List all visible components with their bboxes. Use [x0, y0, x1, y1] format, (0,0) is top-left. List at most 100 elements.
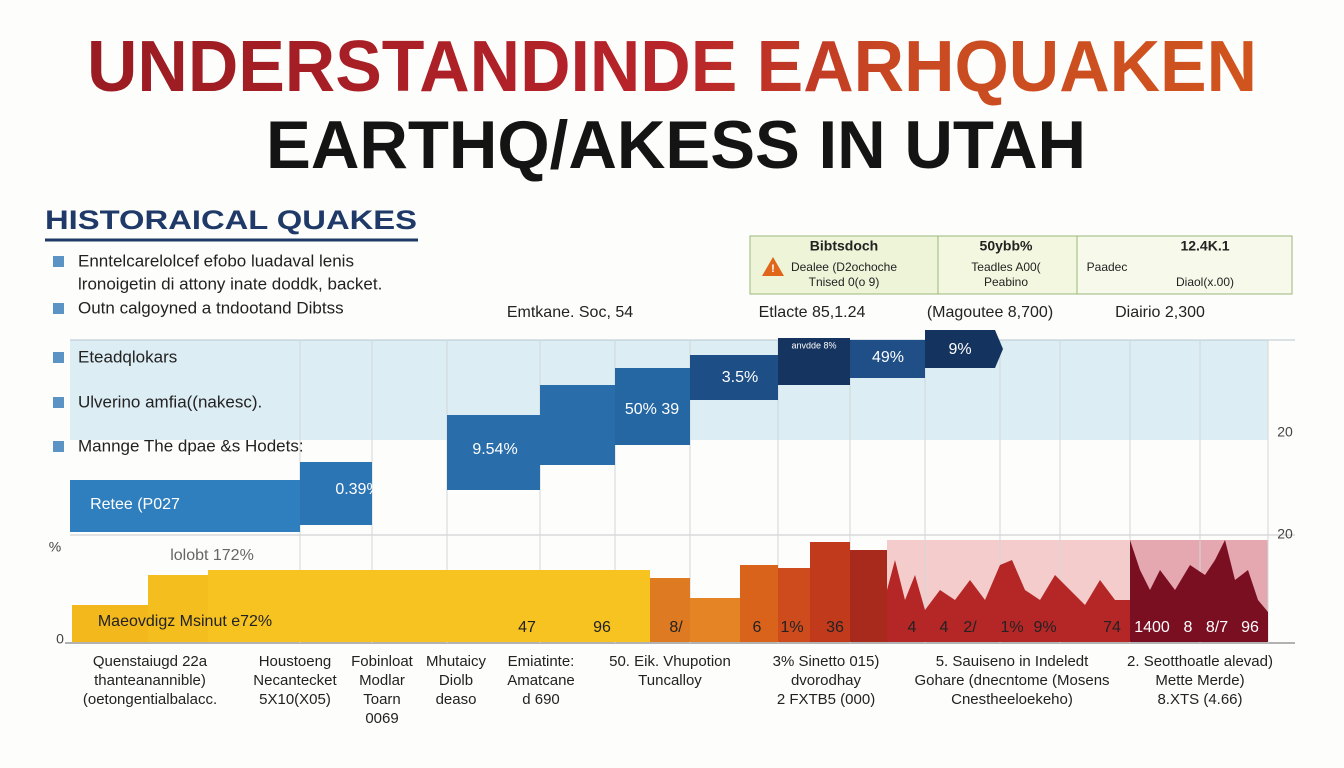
bar [850, 550, 887, 642]
column-text: 5. Sauiseno in Indeledt [936, 653, 1089, 670]
bars [70, 330, 1003, 642]
step-bar [70, 480, 300, 532]
warning-mark: ! [771, 263, 775, 275]
legend-text: Diaol(x.00) [1176, 275, 1234, 289]
column-text: d 690 [522, 691, 560, 708]
warning-icon [762, 257, 784, 276]
legend: ! [749, 235, 1293, 295]
column-text: Diolb [439, 672, 473, 689]
step-bar [300, 462, 372, 525]
column-text: Emiatinte: [508, 653, 575, 670]
column-text: thanteanannible) [94, 672, 206, 689]
column-text: Tuncalloy [638, 672, 702, 689]
step-bar [925, 330, 995, 368]
column-text: 0069 [365, 710, 398, 727]
bar [208, 570, 650, 642]
sidebar-item: Eteadqlokars [78, 347, 177, 366]
step-label: anvdde 8% [791, 340, 836, 350]
column-text: 3% Sinetto 015) [773, 653, 880, 670]
title: UNDERSTANDINDE EARHQUAKEN [87, 27, 1257, 107]
column-text: Quenstaiugd 22a [93, 653, 208, 670]
section-heading: HISTORAICAL QUAKES [45, 205, 417, 235]
top-label: Emtkane. Soc, 54 [507, 304, 633, 321]
column-text: 5X10(X05) [259, 691, 331, 708]
step-bar [850, 340, 925, 378]
subtitle: EARTHQ/AKESS IN UTAH [266, 107, 1086, 183]
value-label: 4 [940, 619, 949, 636]
legend-text: 12.4K.1 [1180, 238, 1229, 254]
yellow-label: Maeovdigz Msinut e72% [98, 613, 272, 630]
step-label: 3.5% [722, 369, 758, 386]
value-label: 1% [1000, 619, 1023, 636]
legend-cell [749, 235, 939, 295]
value-label: 36 [826, 619, 844, 636]
value-label: 4 [908, 619, 917, 636]
legend-text: Paadec [1087, 260, 1128, 274]
axis-label: 20 [1277, 526, 1293, 542]
value-label: 96 [593, 619, 611, 636]
column-text: Amatcane [507, 672, 575, 689]
bar [650, 578, 690, 642]
bullet [53, 352, 64, 363]
step-bar [778, 338, 850, 385]
bullet [53, 441, 64, 452]
bar [778, 568, 810, 642]
texts: Enntelcarelolcef efobo luadaval lenis lro… [49, 238, 1293, 727]
bar [810, 542, 850, 642]
sidebar-item: Outn calgoyned a tndootand Dibtss [78, 298, 344, 317]
legend-text: Peabino [984, 275, 1028, 289]
column-text: Cnestheeloekeho) [951, 691, 1073, 708]
value-label: 96 [1241, 619, 1259, 636]
step-bar [615, 368, 690, 445]
yellow-label: lolobt 172% [170, 547, 254, 564]
sidebar-item: Enntelcarelolcef efobo luadaval lenis [78, 251, 354, 270]
top-label: Diairio 2,300 [1115, 304, 1205, 321]
column-text: 2 FXTB5 (000) [777, 691, 875, 708]
top-label: (Magoutee 8,700) [927, 304, 1053, 321]
step-label: Retee (P027 [90, 496, 180, 513]
step-label: 0.39% [335, 481, 380, 498]
legend-text: Teadles A00( [971, 260, 1040, 274]
value-label: 8/ [669, 619, 683, 636]
bar [72, 605, 148, 642]
column-text: (oetongentialbalacc. [83, 691, 217, 708]
legend-text: Bibtsdoch [810, 238, 878, 254]
column-text: dvorodhay [791, 672, 862, 689]
column-text: Necantecket [253, 672, 337, 689]
top-label: Etlacte 85,1.24 [759, 304, 866, 321]
area [887, 560, 1130, 642]
bar [148, 575, 208, 642]
column-text: Toarn [363, 691, 401, 708]
axis-label: 20 [1277, 424, 1293, 440]
column-text: deaso [436, 691, 477, 708]
legend-text: 50ybb% [980, 238, 1033, 254]
step-bar [447, 415, 540, 490]
step-bar [690, 355, 778, 400]
bar [690, 598, 740, 642]
value-label: 1% [780, 619, 803, 636]
column-text: Modlar [359, 672, 405, 689]
step-bar [540, 385, 615, 465]
bullet [53, 397, 64, 408]
legend-text: Dealee (D2ochoche [791, 260, 897, 274]
value-label: 8/7 [1206, 619, 1228, 636]
sidebar-item: lronoigetin di attony inate doddk, backe… [78, 274, 382, 293]
value-label: 6 [753, 619, 762, 636]
value-label: 2/ [963, 619, 977, 636]
legend-cell [1076, 235, 1293, 295]
value-label: 1400 [1134, 619, 1170, 636]
bullet [53, 256, 64, 267]
column-text: Mhutaicy [426, 653, 487, 670]
value-label: 47 [518, 619, 536, 636]
step-label: 49% [872, 349, 904, 366]
column-text: Gohare (dnecntome (Mosens [914, 672, 1109, 689]
axis-label: % [49, 539, 61, 555]
value-label: 9% [1033, 619, 1056, 636]
step-label: 9.54% [472, 441, 517, 458]
column-text: Fobinloat [351, 653, 414, 670]
column-text: 50. Eik. Vhupotion [609, 653, 731, 670]
axis-label: 0 [56, 631, 64, 647]
area [1130, 540, 1268, 642]
sidebar-item: Ulverino amfia((nakesc). [78, 392, 262, 411]
